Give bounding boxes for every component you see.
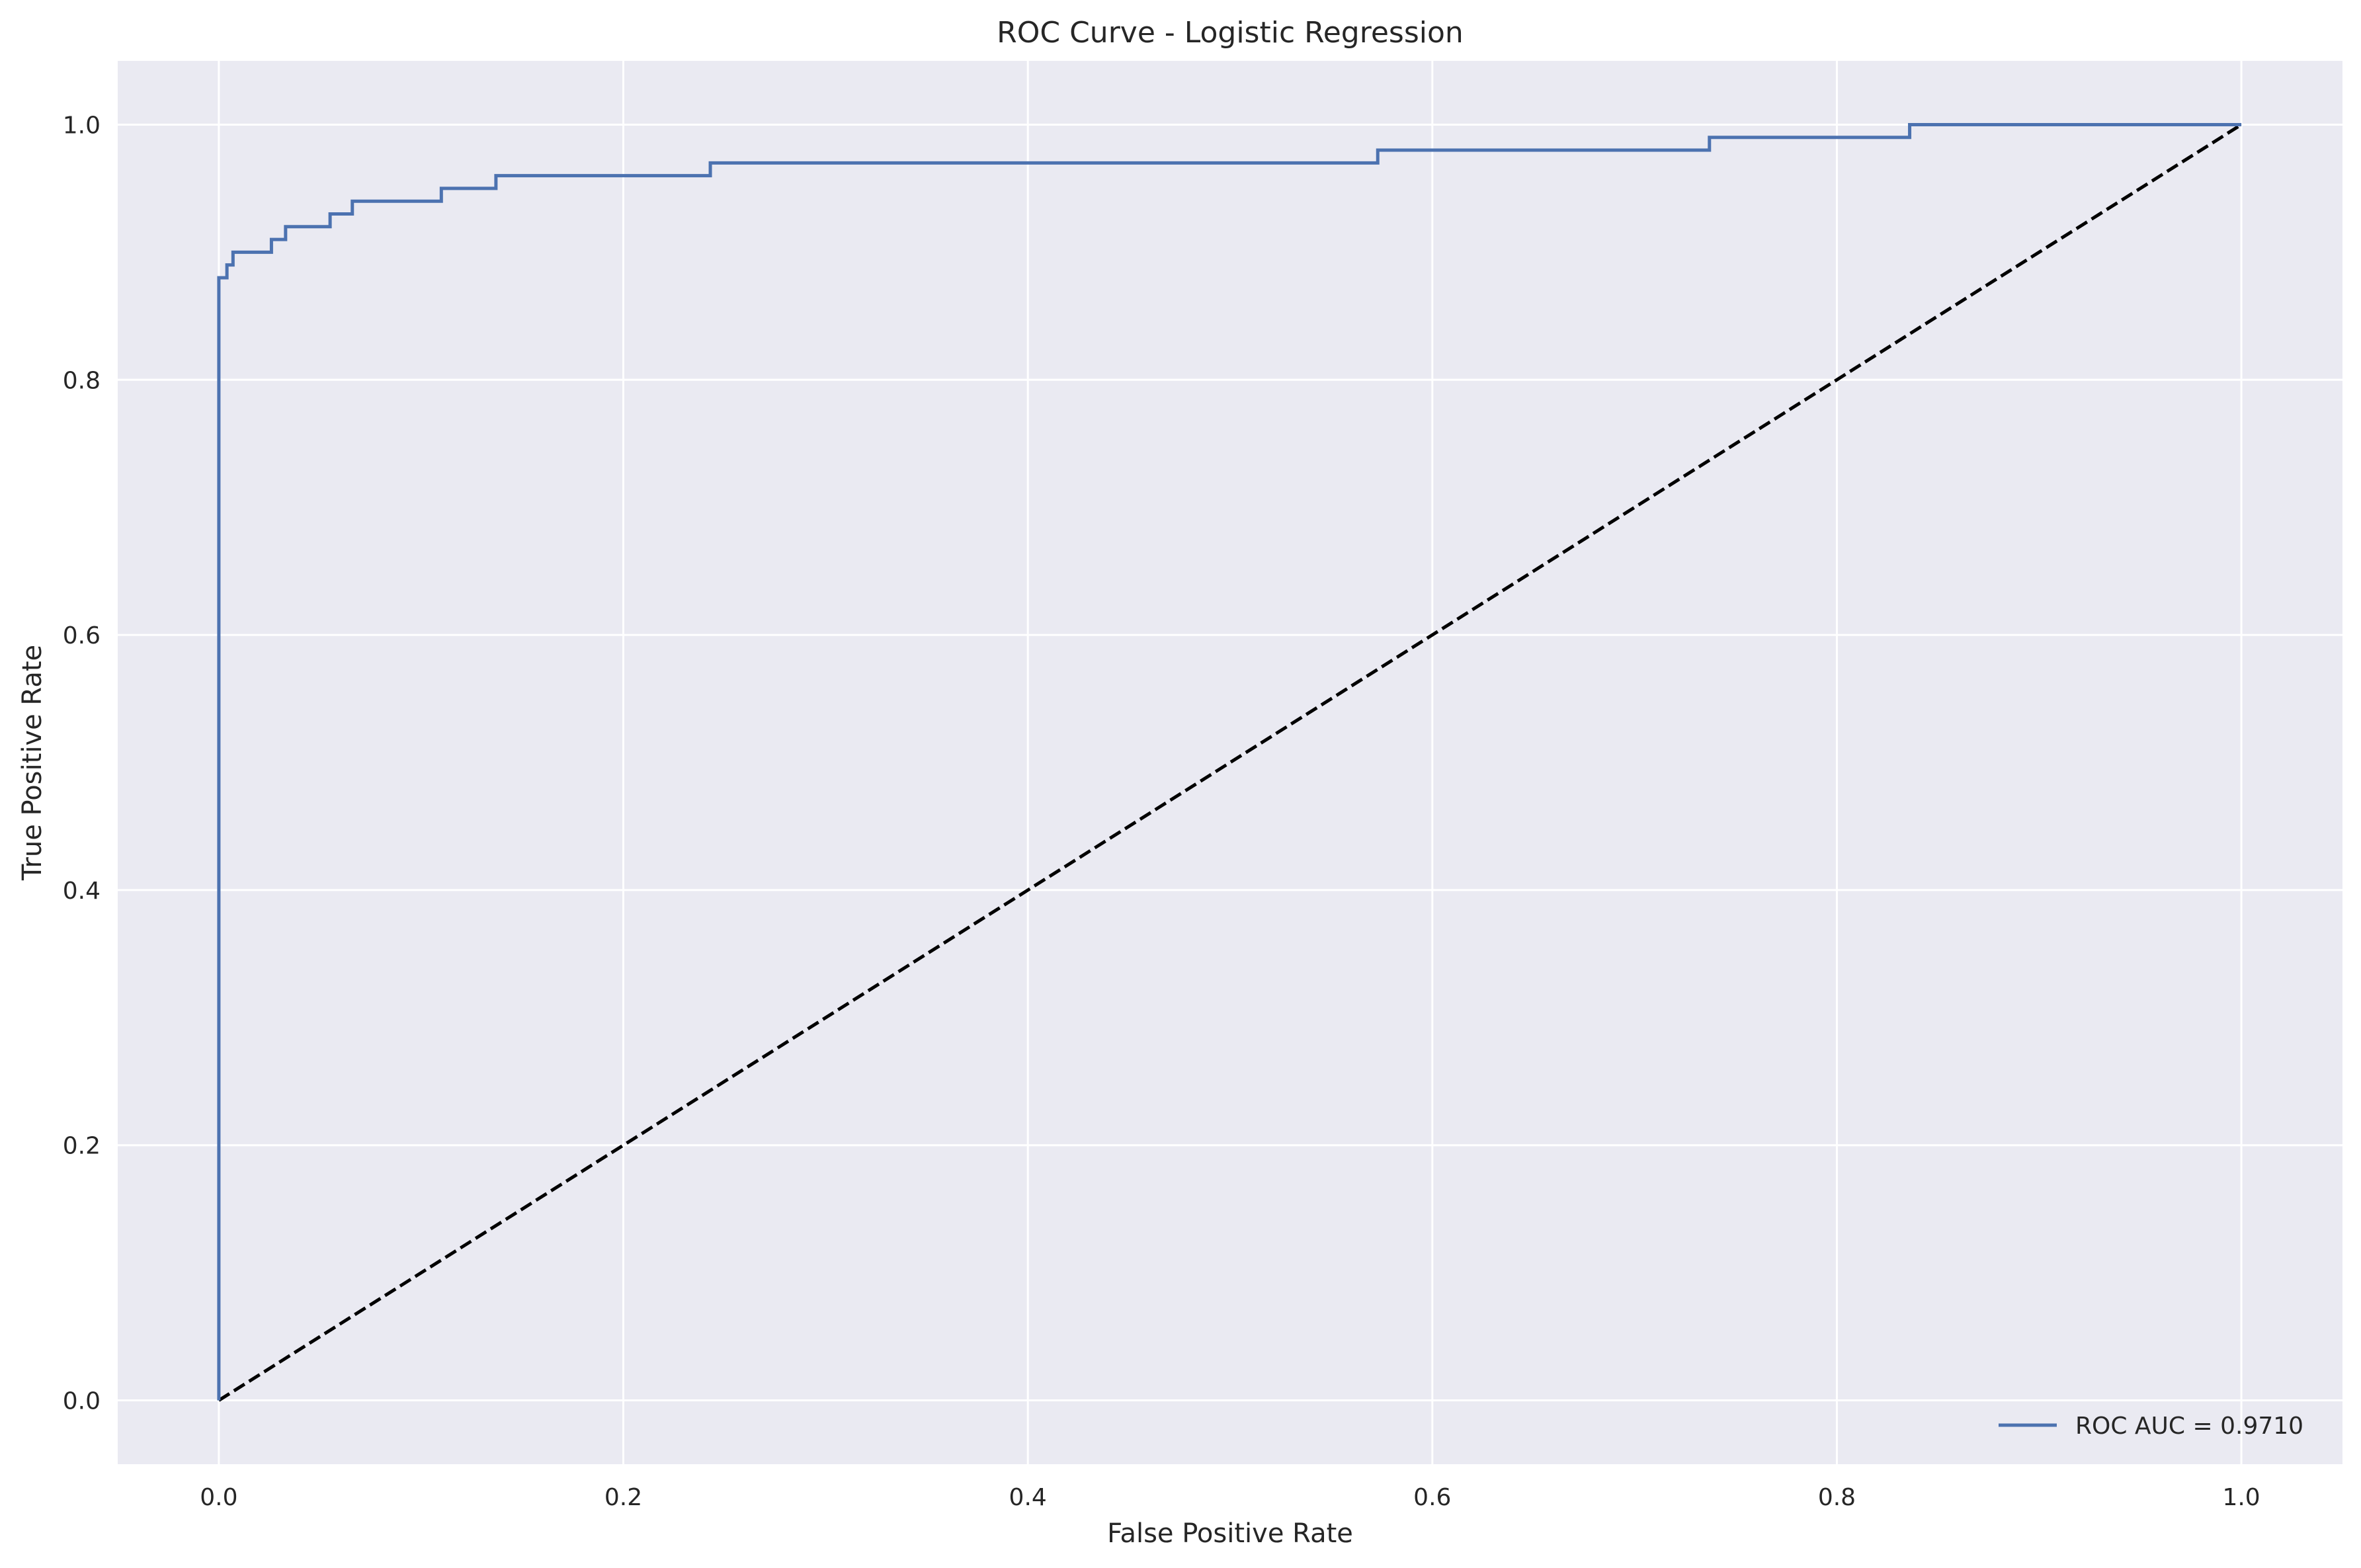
y-tick-label: 0.8	[63, 367, 101, 394]
x-axis-ticks: 0.0 0.2 0.4 0.6 0.8 1.0	[200, 1484, 2260, 1511]
y-tick-label: 0.6	[63, 622, 101, 649]
roc-curve-line	[217, 122, 2242, 1401]
x-tick-label: 0.0	[200, 1484, 237, 1511]
x-tick-label: 0.4	[1009, 1484, 1047, 1511]
y-tick-label: 0.0	[63, 1388, 101, 1415]
y-axis-ticks: 0.0 0.2 0.4 0.6 0.8 1.0	[63, 112, 101, 1415]
y-tick-label: 0.2	[63, 1133, 101, 1160]
y-tick-label: 1.0	[63, 112, 101, 139]
random-classifier-line	[218, 123, 2243, 1402]
x-axis-label: False Positive Rate	[1107, 1518, 1353, 1549]
x-tick-label: 1.0	[2222, 1484, 2260, 1511]
x-tick-label: 0.8	[1818, 1484, 1856, 1511]
legend: ROC AUC = 0.9710	[1999, 1413, 2303, 1440]
y-axis-label: True Positive Rate	[17, 645, 48, 881]
chart-title: ROC Curve - Logistic Regression	[997, 16, 1464, 50]
x-tick-label: 0.6	[1413, 1484, 1451, 1511]
y-tick-label: 0.4	[63, 878, 101, 905]
x-tick-label: 0.2	[604, 1484, 642, 1511]
legend-label-roc: ROC AUC = 0.9710	[2075, 1413, 2303, 1440]
data-series	[217, 122, 2243, 1402]
grid-lines	[118, 61, 2342, 1464]
